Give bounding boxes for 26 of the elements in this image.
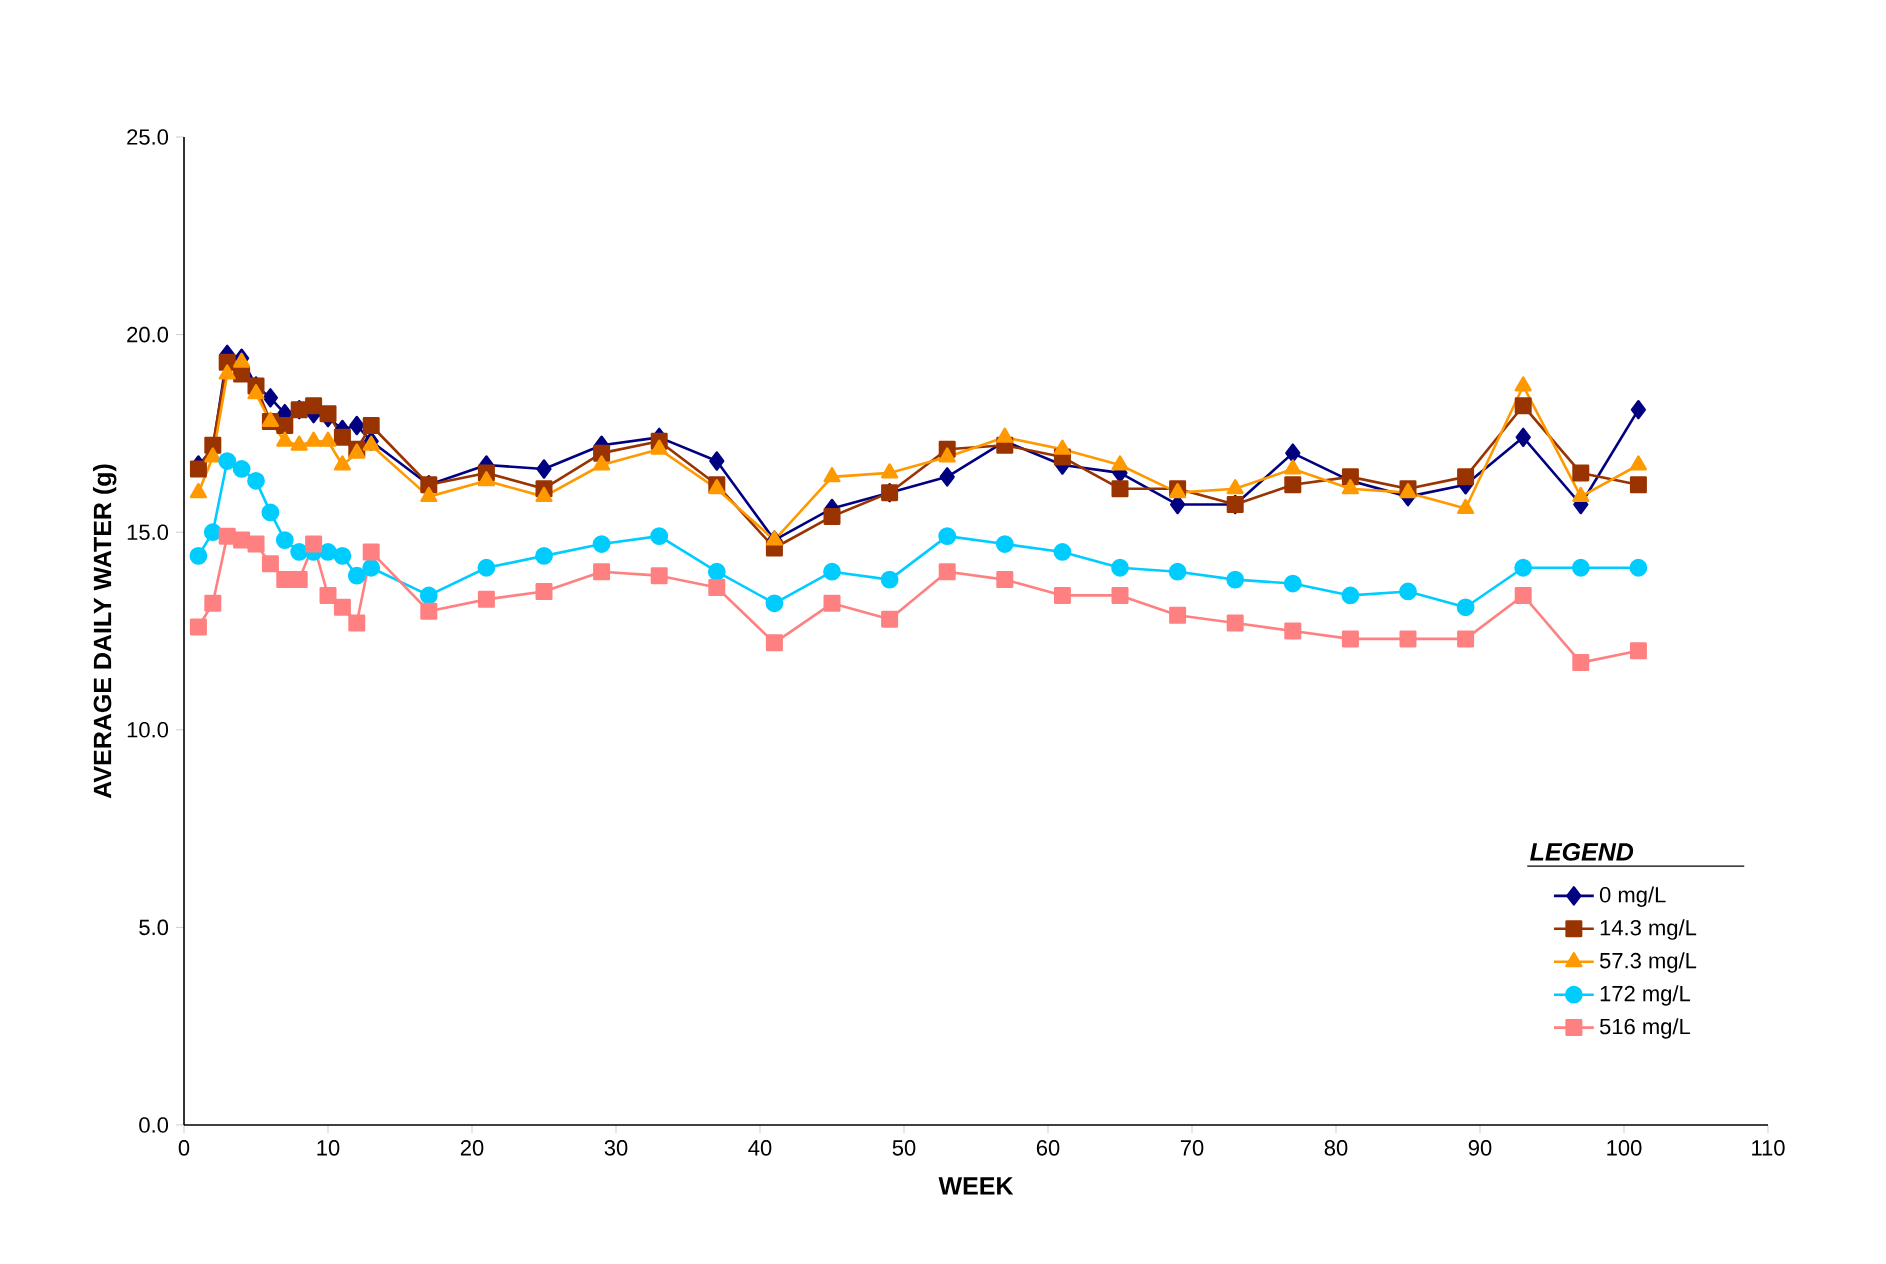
x-tick-label: 50	[892, 1140, 916, 1156]
x-tick-label: 30	[604, 1140, 628, 1156]
legend-title: LEGEND	[1530, 843, 1634, 861]
legend-label: 14.3 mg/L	[1600, 919, 1697, 940]
x-tick-label: 60	[1036, 1140, 1060, 1156]
y-tick-label: 5.0	[139, 919, 169, 936]
x-tick-label: 100	[1607, 1140, 1642, 1156]
legend-label: 172 mg/L	[1600, 985, 1691, 1006]
y-axis-title: AVERAGE DAILY WATER (g)	[92, 464, 117, 799]
x-tick-label: 80	[1324, 1140, 1348, 1156]
y-tick-label: 20.0	[127, 326, 169, 343]
legend-label: 516 mg/L	[1599, 1018, 1691, 1039]
y-tick-label: 0.0	[139, 1117, 169, 1133]
y-tick-label: 15.0	[127, 524, 169, 540]
x-tick-label: 20	[460, 1140, 484, 1156]
x-tick-label: 90	[1468, 1140, 1492, 1156]
x-tick-label: 0	[178, 1140, 190, 1156]
y-tick-label: 25.0	[127, 129, 169, 145]
x-axis-title: WEEK	[938, 1177, 1014, 1195]
x-tick-label: 40	[748, 1140, 772, 1156]
x-tick-label: 10	[317, 1140, 340, 1156]
legend-label: 57.3 mg/L	[1599, 952, 1697, 973]
x-tick-label: 70	[1180, 1140, 1204, 1156]
x-tick-label: 110	[1752, 1140, 1785, 1156]
legend-label: 0 mg/L	[1599, 886, 1666, 907]
y-tick-label: 10.0	[127, 722, 169, 738]
